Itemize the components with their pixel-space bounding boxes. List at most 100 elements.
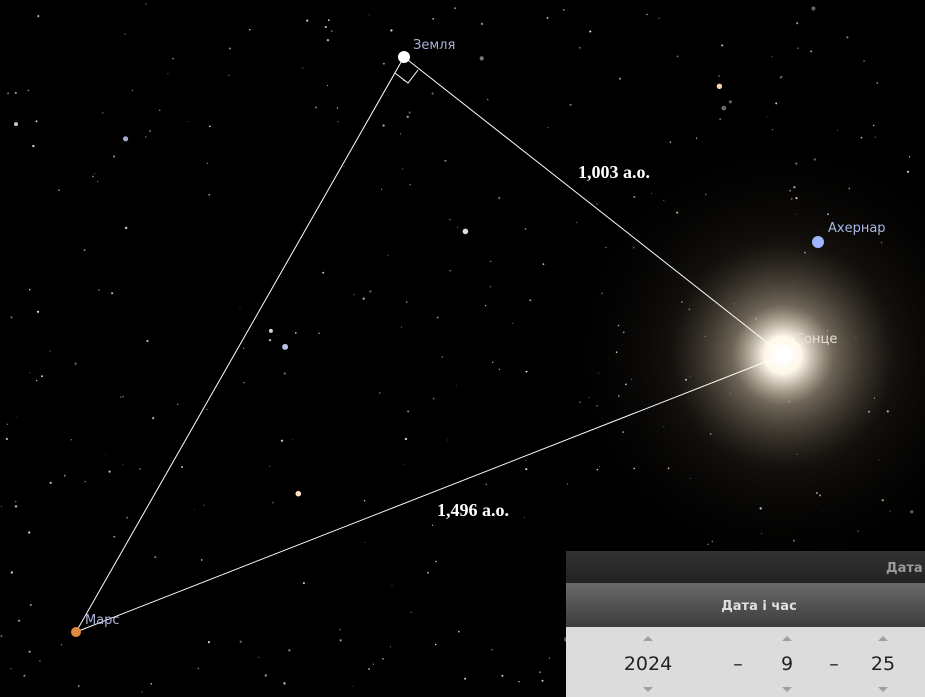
star — [677, 56, 679, 58]
year-field[interactable]: 2024 — [624, 653, 672, 675]
star — [343, 166, 344, 167]
star — [435, 644, 436, 645]
star — [409, 184, 410, 185]
star — [37, 15, 39, 17]
star — [228, 75, 229, 76]
star — [29, 372, 30, 373]
page: Земля Ахернар Сонце Марс 1,003 а.о. 1,49… — [0, 0, 925, 697]
star — [124, 33, 125, 34]
star — [796, 22, 798, 24]
star — [75, 363, 77, 365]
month-field[interactable]: 9 — [781, 653, 793, 675]
star — [23, 675, 25, 677]
star — [526, 371, 528, 373]
star — [409, 111, 411, 113]
star — [7, 93, 9, 95]
star — [106, 454, 107, 455]
star — [837, 130, 838, 131]
star — [303, 582, 305, 584]
star — [490, 261, 492, 263]
star — [49, 351, 50, 352]
star — [490, 286, 491, 287]
star — [36, 120, 38, 122]
star — [772, 56, 773, 57]
star — [512, 323, 513, 324]
star — [141, 691, 142, 692]
star — [877, 82, 879, 84]
star — [501, 675, 503, 677]
star — [111, 292, 113, 294]
star — [37, 311, 39, 313]
star — [442, 356, 443, 357]
star — [30, 604, 32, 606]
star — [281, 440, 283, 442]
star — [15, 92, 17, 94]
star — [499, 369, 501, 371]
star — [379, 392, 381, 394]
star — [15, 501, 16, 502]
star — [159, 110, 160, 111]
star — [543, 263, 545, 265]
star — [456, 385, 457, 386]
star — [338, 121, 339, 122]
star — [539, 671, 541, 673]
star — [146, 340, 148, 342]
star — [272, 502, 273, 503]
star — [696, 138, 697, 139]
star — [29, 289, 30, 290]
star — [0, 635, 2, 637]
star — [406, 301, 408, 303]
star — [485, 305, 486, 306]
separator: – — [733, 653, 743, 675]
star — [589, 31, 591, 33]
star — [518, 681, 519, 682]
star — [369, 14, 370, 15]
star — [458, 631, 460, 633]
separator: – — [829, 653, 839, 675]
dialog-title-bar — [566, 551, 925, 583]
star — [337, 107, 338, 108]
star — [383, 63, 385, 65]
star — [94, 173, 95, 174]
star — [122, 396, 123, 397]
star — [670, 142, 671, 143]
star — [567, 483, 568, 484]
star — [207, 409, 208, 410]
date-dialog: Дата Дата і час 2024 – 9 – 25 — [566, 551, 925, 697]
star — [433, 398, 435, 400]
distance-label: 1,003 а.о. — [578, 162, 650, 182]
star — [340, 639, 342, 641]
mars — [71, 627, 81, 637]
star — [296, 491, 302, 497]
star — [139, 468, 141, 470]
star — [177, 404, 178, 405]
star — [78, 685, 79, 686]
star — [102, 112, 103, 113]
star — [61, 644, 62, 645]
star — [283, 682, 285, 684]
star — [407, 116, 409, 118]
star — [401, 327, 402, 328]
star — [525, 228, 527, 230]
star — [492, 649, 493, 650]
star — [864, 60, 865, 61]
star — [464, 678, 466, 680]
star — [123, 464, 124, 465]
star — [498, 197, 500, 199]
star — [194, 509, 195, 510]
star — [525, 468, 527, 470]
star — [28, 90, 30, 92]
star — [619, 78, 621, 80]
star — [258, 657, 259, 658]
star — [563, 9, 565, 11]
star — [447, 440, 448, 441]
star — [150, 683, 152, 685]
day-field[interactable]: 25 — [871, 653, 895, 675]
star — [721, 106, 726, 111]
star — [846, 36, 848, 38]
star — [368, 668, 370, 670]
star — [400, 133, 401, 134]
tab[interactable]: Дата і час — [721, 599, 797, 614]
star — [719, 118, 721, 120]
star — [295, 332, 297, 334]
